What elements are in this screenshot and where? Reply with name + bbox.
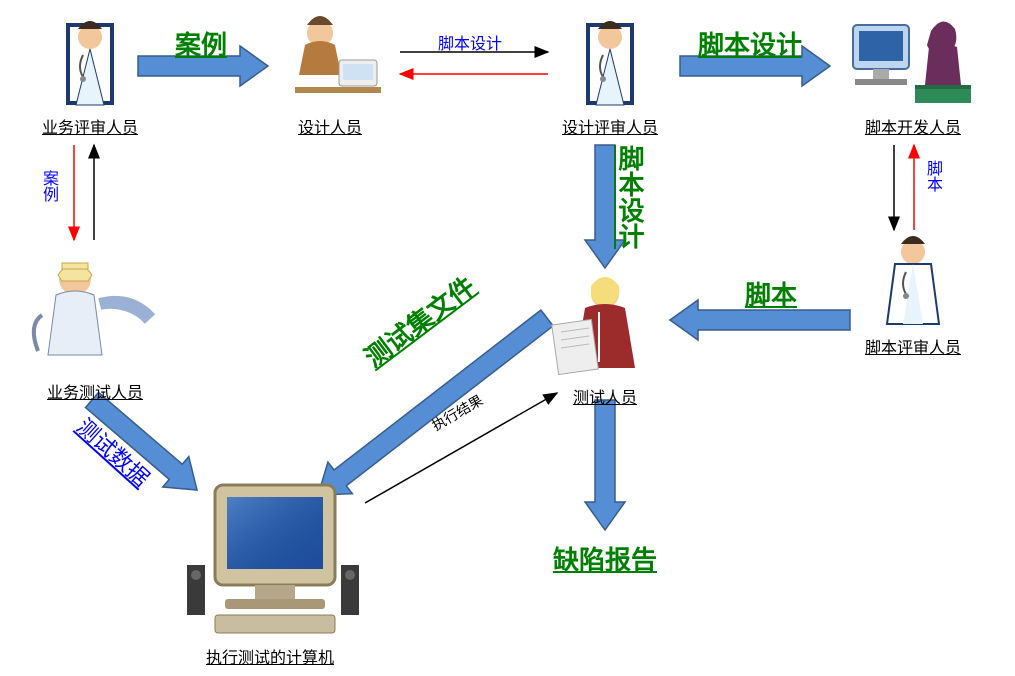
actor-designer: 设计人员 (275, 5, 385, 138)
caption-script-reviewer: 脚本评审人员 (853, 334, 973, 358)
caption-biz-tester: 业务测试人员 (20, 379, 170, 403)
label-script-right: 脚本 (745, 275, 797, 312)
doctor-icon (550, 5, 670, 110)
man-desk-icon (275, 5, 385, 110)
label-script-design-v: 脚本设计 (612, 145, 649, 249)
actor-biz-tester: 业务测试人员 (20, 245, 170, 403)
actor-design-reviewer: 设计评审人员 (550, 5, 670, 138)
actor-computer: 执行测试的计算机 (175, 475, 365, 668)
caption-biz-reviewer: 业务评审人员 (30, 114, 150, 138)
label-script-design-top1: 脚本设计 (438, 30, 502, 54)
computer-icon (175, 475, 365, 640)
label-anli-side: 案例 (36, 170, 60, 202)
caption-computer: 执行测试的计算机 (175, 644, 365, 668)
engineer-icon (20, 245, 170, 375)
woman-pc-icon (843, 5, 983, 110)
actor-biz-reviewer: 业务评审人员 (30, 5, 150, 138)
actor-script-dev: 脚本开发人员 (843, 5, 983, 138)
label-testdata: 测试数据 (71, 410, 158, 493)
label-anli-top: 案例 (175, 25, 227, 62)
caption-script-dev: 脚本开发人员 (843, 114, 983, 138)
label-script-design-top2: 脚本设计 (698, 25, 802, 62)
doctor-icon (30, 5, 150, 110)
label-testset: 测试集文件 (356, 267, 482, 375)
caption-designer: 设计人员 (275, 114, 385, 138)
label-defect: 缺陷报告 (553, 540, 657, 577)
a-tester-defect (585, 400, 625, 530)
actor-script-reviewer: 脚本评审人员 (853, 230, 973, 358)
caption-tester: 测试人员 (545, 384, 665, 408)
label-script-side: 脚本 (920, 160, 944, 192)
caption-design-reviewer: 设计评审人员 (550, 114, 670, 138)
doctor-icon (853, 230, 973, 330)
woman-paper-icon (545, 270, 665, 380)
label-exec-result: 执行结果 (428, 390, 486, 435)
actor-tester: 测试人员 (545, 270, 665, 408)
